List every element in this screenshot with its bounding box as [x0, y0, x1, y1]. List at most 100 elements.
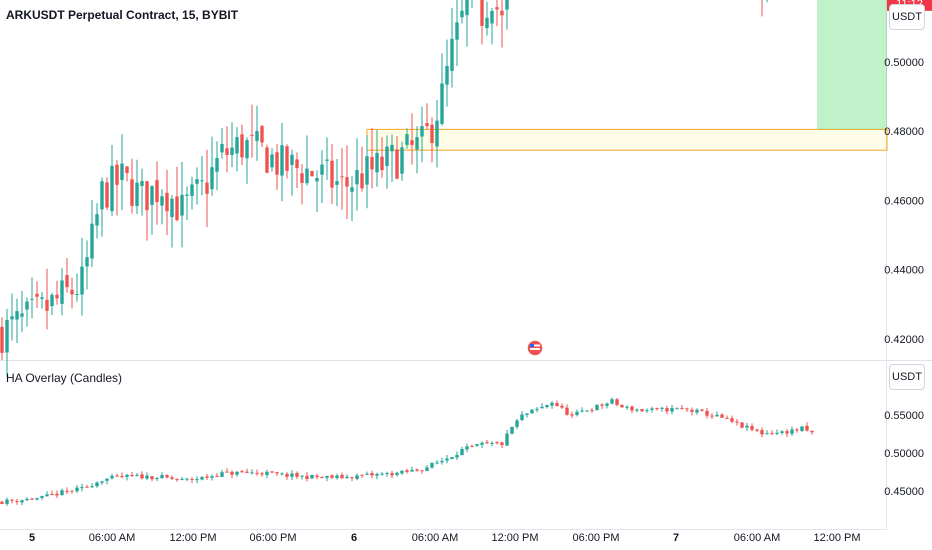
ha-price-axis[interactable]: 0.45000 0.50000 0.55000	[884, 410, 924, 498]
ha-candle	[785, 431, 789, 434]
flag-icon[interactable]	[526, 339, 544, 357]
ha-candle	[355, 475, 359, 479]
ha-candle	[540, 406, 544, 409]
ha-candle	[550, 402, 554, 406]
ha-candle	[145, 475, 149, 479]
ha-candle	[795, 429, 799, 431]
ha-candle	[140, 474, 144, 479]
price-candle	[215, 157, 219, 172]
ha-candle	[580, 410, 584, 412]
chart-title: ARKUSDT Perpetual Contract, 15, BYBIT	[6, 8, 239, 22]
indicator-title: HA Overlay (Candles)	[6, 371, 123, 385]
ha-candle	[485, 442, 489, 444]
price-candle	[290, 154, 294, 165]
price-candle	[190, 184, 194, 196]
price-candle	[445, 65, 449, 85]
price-candle	[265, 147, 269, 173]
ha-candle	[95, 482, 99, 487]
ha-candle	[500, 442, 504, 446]
ha-candle	[615, 399, 619, 405]
ha-price-tick-label: 0.55000	[884, 410, 924, 422]
ha-candle	[725, 418, 729, 420]
ha-candle	[735, 421, 739, 423]
price-candle	[80, 266, 84, 295]
ha-candle	[90, 486, 94, 488]
ha-candle	[415, 469, 419, 471]
take-profit-zone[interactable]	[817, 0, 887, 130]
price-candle	[405, 134, 409, 145]
price-candle	[435, 120, 439, 147]
grid-layer	[0, 0, 932, 530]
currency-button[interactable]: USDT	[889, 4, 925, 30]
price-candle	[135, 182, 139, 207]
ha-candle	[380, 473, 384, 475]
time-tick-label: 06:00 AM	[412, 532, 458, 544]
price-candle	[250, 134, 254, 136]
ha-candle	[290, 473, 294, 477]
price-candle	[145, 181, 149, 211]
time-tick-label: 12:00 PM	[169, 532, 216, 544]
ha-candle	[460, 448, 464, 456]
ha-candle	[0, 501, 4, 504]
ha-candle	[5, 499, 9, 505]
ha-currency-button[interactable]: USDT	[889, 364, 925, 390]
price-candle	[45, 299, 49, 311]
ha-candle	[640, 409, 644, 412]
time-axis[interactable]: 5 06:00 AM 12:00 PM 06:00 PM 6 06:00 AM 12:00 …	[29, 532, 861, 544]
price-candle	[240, 134, 244, 158]
price-candle	[440, 83, 444, 124]
ha-candle	[280, 473, 284, 475]
ha-candle	[760, 430, 764, 435]
price-candle	[185, 194, 189, 196]
support-zone[interactable]	[366, 128, 888, 151]
ha-candle	[690, 409, 694, 412]
ha-candle	[620, 404, 624, 408]
ha-candle	[100, 481, 104, 483]
price-candle	[35, 293, 39, 297]
ha-candle	[395, 472, 399, 475]
ha-candle	[55, 493, 59, 496]
ha-candle	[105, 478, 109, 481]
ha-candles[interactable]	[0, 397, 814, 506]
price-candle	[385, 146, 389, 167]
price-candle	[0, 326, 4, 353]
price-candle	[15, 311, 19, 320]
price-candle	[255, 131, 259, 141]
price-candle	[155, 180, 159, 203]
ha-candle	[200, 477, 204, 480]
price-candle	[450, 38, 454, 71]
price-candle	[340, 176, 344, 178]
ha-candle	[655, 408, 659, 410]
ha-candle	[425, 467, 429, 471]
price-candle	[100, 181, 104, 210]
price-candle	[20, 313, 24, 317]
ha-candle	[730, 418, 734, 422]
ha-candle	[665, 408, 669, 412]
price-axis[interactable]: 0.420000.440000.460000.480000.500000.560…	[884, 0, 924, 346]
ha-candle	[635, 409, 639, 411]
ha-candle	[135, 474, 139, 476]
ha-candle	[185, 478, 189, 480]
price-tick-label: 0.48000	[884, 126, 924, 138]
price-candle	[425, 123, 429, 127]
price-candle	[10, 316, 14, 320]
price-tick-label: 0.46000	[884, 195, 924, 207]
ha-candle	[285, 474, 289, 477]
ha-candle	[440, 460, 444, 463]
ha-candle	[40, 496, 44, 498]
ha-candle	[345, 476, 349, 479]
price-candle	[230, 147, 234, 155]
ha-candle	[720, 414, 724, 418]
price-candles[interactable]	[0, 0, 813, 378]
price-candle	[375, 152, 379, 173]
price-candle	[345, 177, 349, 187]
ha-candle	[560, 405, 564, 408]
ha-candle	[230, 471, 234, 475]
ha-candle	[575, 411, 579, 416]
ha-candle	[680, 408, 684, 410]
ha-candle	[595, 404, 599, 411]
ha-candle	[175, 478, 179, 480]
ha-candle	[715, 414, 719, 417]
price-candle	[315, 178, 319, 182]
